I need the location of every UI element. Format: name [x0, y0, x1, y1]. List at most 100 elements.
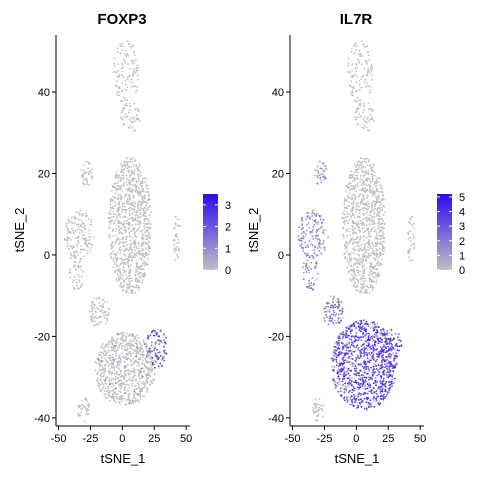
cell-point — [353, 377, 356, 380]
cell-point — [352, 269, 354, 272]
cell-point — [371, 357, 374, 360]
cell-point — [360, 99, 362, 102]
cell-point — [312, 256, 315, 259]
cell-point — [371, 69, 373, 71]
cell-point — [111, 371, 114, 374]
cell-point — [344, 252, 347, 255]
cell-point — [81, 174, 83, 177]
cell-point — [341, 307, 344, 310]
cell-point — [397, 333, 400, 336]
cell-point — [145, 218, 148, 220]
cell-point — [122, 75, 125, 78]
cell-point — [122, 262, 125, 265]
cell-point — [125, 343, 127, 346]
cell-point — [393, 348, 395, 350]
cell-point — [142, 215, 144, 217]
cell-point — [134, 71, 137, 74]
cell-point — [356, 171, 359, 174]
cell-point — [133, 234, 136, 237]
cell-point — [305, 229, 308, 232]
cell-point — [123, 185, 125, 188]
cell-point — [94, 310, 97, 313]
cell-point — [72, 280, 74, 283]
cell-point — [112, 266, 115, 269]
cell-point — [80, 229, 83, 232]
cell-point — [121, 169, 124, 171]
cell-point — [134, 202, 136, 205]
cell-point — [146, 366, 149, 369]
cell-point — [113, 57, 116, 60]
cell-point — [389, 381, 392, 383]
cell-point — [69, 245, 72, 248]
cell-point — [354, 194, 357, 197]
cell-point — [315, 262, 317, 265]
cell-point — [137, 192, 139, 195]
cell-point — [368, 219, 370, 221]
cell-point — [392, 382, 395, 384]
cell-point — [100, 360, 103, 362]
cell-point — [411, 259, 414, 261]
cell-point — [354, 116, 356, 118]
cell-point — [71, 222, 74, 225]
cell-point — [99, 379, 102, 382]
cell-point — [313, 411, 316, 413]
cell-point — [371, 340, 374, 342]
cell-point — [130, 344, 133, 347]
cell-point — [135, 387, 138, 390]
cell-point — [69, 239, 72, 241]
cell-point — [332, 360, 334, 362]
cell-point — [128, 109, 131, 111]
cell-point — [327, 323, 330, 326]
cell-point — [117, 251, 119, 254]
cell-point — [120, 74, 123, 76]
cell-point — [87, 170, 89, 173]
cell-point — [165, 352, 168, 355]
cell-point — [353, 43, 355, 46]
cell-point — [79, 260, 82, 263]
cell-point — [369, 108, 371, 110]
cell-point — [138, 364, 141, 366]
cell-point — [350, 210, 352, 213]
cell-point — [308, 256, 311, 259]
cell-point — [338, 299, 340, 301]
cell-point — [364, 78, 367, 81]
cell-point — [358, 113, 361, 115]
cell-point — [311, 254, 313, 257]
cell-point — [145, 390, 148, 393]
cell-point — [385, 372, 387, 374]
cell-point — [144, 275, 146, 277]
cell-point — [89, 249, 92, 252]
cell-point — [380, 348, 383, 351]
cell-point — [379, 332, 381, 335]
cell-point — [141, 388, 143, 391]
cell-point — [133, 54, 136, 57]
cell-point — [335, 313, 338, 315]
cell-point — [372, 266, 375, 269]
cell-point — [111, 185, 114, 188]
cell-point — [356, 262, 359, 265]
cell-point — [98, 354, 101, 356]
cell-point — [390, 345, 393, 347]
cell-point — [125, 399, 128, 402]
cell-point — [123, 107, 126, 110]
cell-point — [362, 212, 365, 215]
cell-point — [369, 386, 371, 389]
cell-point — [147, 371, 150, 374]
cell-point — [303, 262, 305, 265]
cell-point — [378, 401, 381, 403]
cell-point — [130, 166, 133, 168]
cell-point — [353, 396, 356, 398]
cell-point — [81, 275, 83, 278]
cell-point — [350, 50, 353, 53]
cell-point — [358, 104, 360, 106]
cell-point — [378, 200, 380, 203]
cell-point — [117, 380, 120, 383]
cell-point — [128, 102, 131, 105]
cell-point — [354, 394, 357, 397]
cell-point — [357, 386, 359, 389]
cell-point — [101, 344, 104, 347]
cell-point — [104, 357, 107, 360]
cell-point — [351, 212, 354, 215]
cell-point — [140, 264, 143, 267]
